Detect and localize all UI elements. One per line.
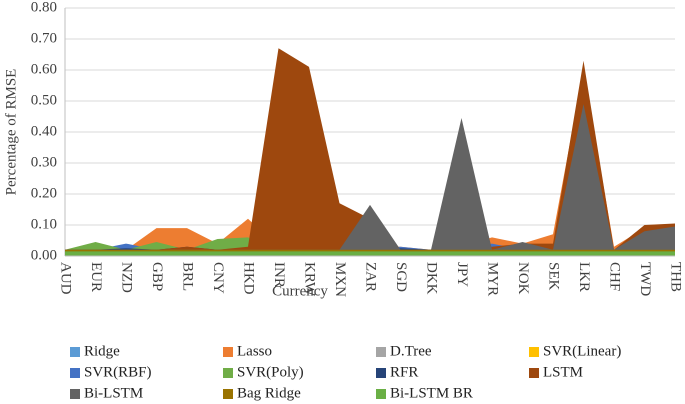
legend-swatch [70,368,80,378]
legend-label: SVR(RBF) [84,364,152,380]
area [65,251,675,256]
y-tick-label: 0.50 [31,92,57,108]
x-axis-title: Currency [272,283,328,299]
legend-swatch [70,389,80,399]
legend-label: SVR(Linear) [543,343,621,359]
x-tick-label: KRW [302,262,318,297]
x-tick-label: TWD [637,262,653,296]
y-tick-label: 0.80 [31,0,57,15]
x-tick-label: MXN [332,262,348,297]
x-tick-label: EUR [88,262,104,292]
x-tick-label: GBP [149,262,165,291]
legend-swatch [223,347,233,357]
x-tick-label: SGD [393,262,409,292]
legend-label: Bi-LSTM BR [390,385,473,401]
x-tick-label: AUD [58,262,74,295]
legend-label: Bag Ridge [237,385,301,401]
x-tick-label: CHF [607,262,623,291]
x-tick-label: INR [271,262,287,288]
x-tick-label: NOK [515,262,531,295]
legend-label: D.Tree [390,343,432,359]
legend-label: SVR(Poly) [237,364,304,380]
legend-swatch [376,389,386,399]
legend-label: LSTM [543,364,583,380]
legend-label: Bi-LSTM [84,385,143,401]
x-tick-label: SEK [546,262,562,291]
x-tick-label: DKK [424,262,440,295]
y-tick-label: 0.20 [31,185,57,201]
x-tick-label: HKD [241,262,257,295]
x-tick-label: JPY [454,262,470,287]
legend-swatch [70,347,80,357]
legend-swatch [223,368,233,378]
legend-label: Ridge [84,343,120,359]
y-tick-label: 0.40 [31,123,57,139]
legend-swatch [376,347,386,357]
y-tick-label: 0.70 [31,30,57,46]
legend-label: Lasso [237,343,272,359]
legend-label: RFR [390,364,418,380]
y-tick-label: 0.10 [31,216,57,232]
legend-swatch [223,389,233,399]
legend-swatch [529,347,539,357]
x-tick-label: ZAR [363,262,379,292]
y-axis-title: Percentage of RMSE [3,69,19,196]
y-tick-label: 0.00 [31,247,57,263]
y-tick-label: 0.30 [31,154,57,170]
x-tick-label: NZD [119,262,135,293]
y-tick-label: 0.60 [31,61,57,77]
x-tick-label: THB [668,262,684,292]
legend-swatch [376,368,386,378]
x-tick-label: BRL [180,262,196,291]
x-tick-label: LKR [576,262,592,292]
legend-swatch [529,368,539,378]
x-tick-label: CNY [210,262,226,294]
area [65,104,675,256]
x-tick-label: MYR [485,262,501,296]
